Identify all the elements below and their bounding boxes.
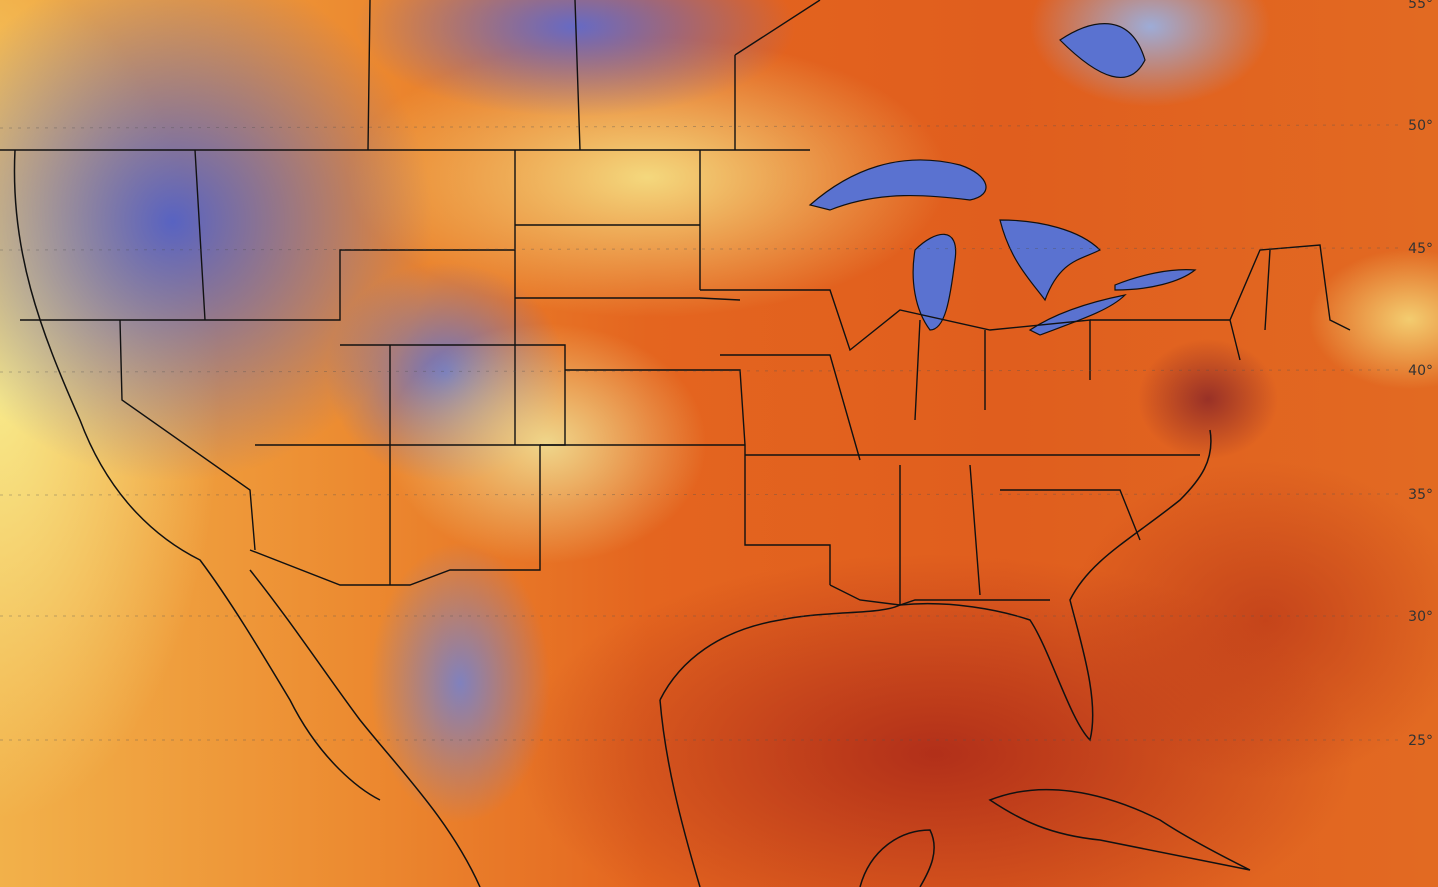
coastline	[859, 829, 935, 887]
latitude-label: 45°	[1408, 241, 1433, 257]
latitude-label: 25°	[1408, 733, 1433, 749]
coastline	[249, 569, 481, 887]
border	[700, 289, 1091, 461]
lake-michigan	[912, 233, 957, 331]
latitude-label: 35°	[1408, 487, 1433, 503]
border	[20, 249, 566, 446]
latitude-label: 30°	[1408, 609, 1433, 625]
coastline	[659, 699, 701, 887]
coastline	[659, 429, 1212, 742]
latitude-line	[0, 124, 1401, 129]
border	[514, 150, 741, 445]
latitude-label: 40°	[1408, 363, 1433, 379]
lake-erie	[1028, 294, 1127, 336]
lake-ontario	[1114, 269, 1197, 291]
lake-huron	[999, 219, 1102, 302]
border	[367, 0, 821, 151]
latitude-label: 55°	[1408, 0, 1433, 12]
latitude-line	[0, 493, 1401, 496]
border	[119, 149, 541, 586]
border	[1090, 244, 1351, 361]
coastlines	[13, 149, 1251, 887]
lakes	[808, 23, 1197, 336]
latitude-label: 50°	[1408, 118, 1433, 134]
lake-superior	[808, 159, 987, 211]
lake-winnipeg	[1059, 23, 1146, 78]
coastline	[988, 788, 1251, 871]
coastline	[13, 149, 381, 801]
border	[829, 464, 1141, 606]
state-borders	[0, 0, 1351, 606]
border	[540, 369, 1200, 585]
latitude-labels: 55° 50° 45° 40° 35° 30° 25°	[1408, 0, 1433, 749]
